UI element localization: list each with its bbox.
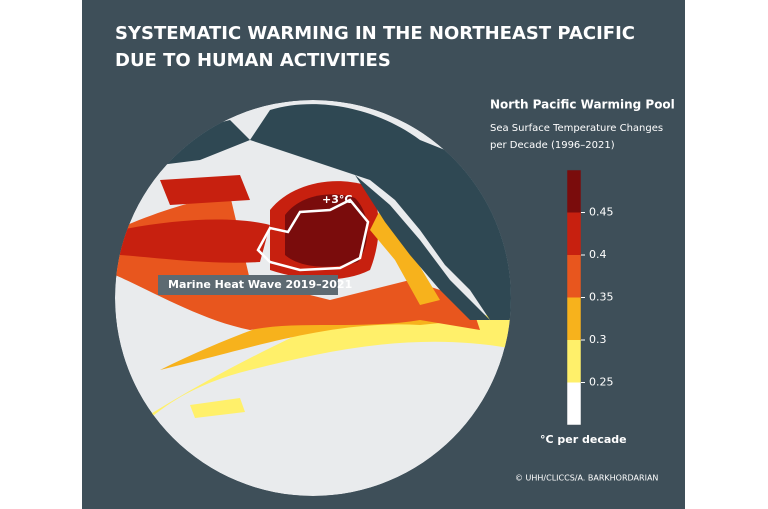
colorbar-band (567, 340, 581, 383)
legend-subtitle: per Decade (1996–2021) (490, 140, 615, 151)
globe (115, 100, 511, 496)
colorbar-tick-label: 0.45 (589, 206, 614, 219)
legend-title: North Pacific Warming Pool (490, 98, 675, 112)
annotation-box (158, 275, 338, 295)
colorbar-tick-label: 0.3 (589, 333, 607, 346)
colorbar-tick-label: 0.4 (589, 248, 607, 261)
colorbar-tick-label: 0.25 (589, 376, 614, 389)
peak-annotation: +3°C (322, 193, 352, 206)
colorbar-band (567, 255, 581, 298)
colorbar-band (567, 170, 581, 213)
legend-unit: °C per decade (540, 433, 627, 446)
colorbar-band (567, 212, 581, 255)
legend-subtitle: Sea Surface Temperature Changes (490, 123, 663, 134)
colorbar-band (567, 297, 581, 340)
region-annotation: Marine Heat Wave 2019–2021 (168, 278, 352, 291)
title-line: DUE TO HUMAN ACTIVITIES (115, 50, 391, 71)
colorbar-tick-label: 0.35 (589, 291, 614, 304)
colorbar-band (567, 382, 581, 425)
title-line: SYSTEMATIC WARMING IN THE NORTHEAST PACI… (115, 23, 635, 44)
credit: © UHH/CLICCS/A. BARKHORDARIAN (515, 474, 658, 483)
